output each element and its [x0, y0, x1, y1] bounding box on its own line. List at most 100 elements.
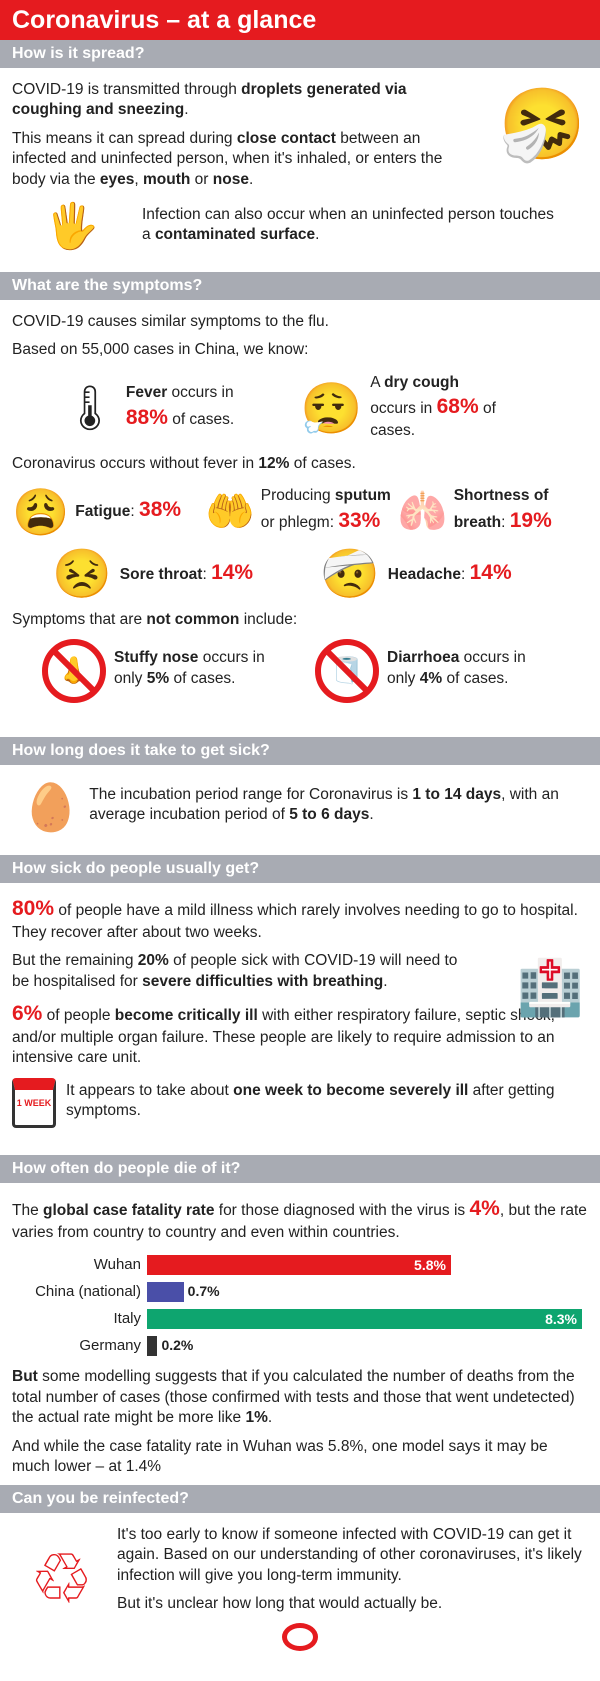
reinfect-text-2: But it's unclear how long that would act… — [117, 1594, 588, 1614]
text: : — [461, 565, 470, 583]
text: some modelling suggests that if you calc… — [12, 1368, 575, 1427]
bold-text: eyes — [99, 170, 135, 188]
text: The — [12, 1202, 44, 1219]
bold-text: close contact — [236, 129, 336, 147]
bold-text: nose — [212, 170, 249, 188]
text: , but the rate varies from country to co… — [12, 1202, 587, 1241]
bold-text: 5% — [146, 669, 170, 687]
text: It appears to take about — [66, 1081, 234, 1099]
bold-text: one week to become severely ill — [233, 1081, 469, 1099]
highlight-stat: 88% — [125, 405, 168, 429]
text: or phlegm: — [260, 513, 339, 531]
fatality-text-3: And while the case fatality rate in Wuha… — [12, 1437, 588, 1478]
sneezing-person-icon: 🤧 — [498, 85, 586, 163]
text: of cases. — [289, 454, 356, 472]
text: include: — [239, 611, 298, 629]
no-diarrhoea-icon: 🧻 — [315, 638, 379, 703]
text: between an infected and uninfected perso… — [12, 129, 443, 188]
diarrhoea-stat: Diarrhoea occurs in only 4% of cases. — [387, 648, 557, 689]
bold-text: Shortness of breath — [453, 487, 549, 531]
text: It's too early to know if someone infect… — [117, 1526, 582, 1584]
bold-text: Headache — [387, 565, 461, 583]
text: , with an average incubation period of — [89, 785, 559, 824]
nose-stat: Stuffy nose occurs in only 5% of cases. — [114, 648, 284, 689]
text: . — [369, 806, 374, 824]
section-heading-symptoms: What are the symptoms? — [0, 272, 600, 300]
fatality-bar-chart: Wuhan 5.8% China (national) 0.7% Italy 8.3% Ge… — [12, 1251, 588, 1359]
text: or — [190, 170, 213, 188]
breath-stat: Shortness of breath: 19% — [454, 486, 588, 534]
symptoms-text-3: Coronavirus occurs without fever in 12% … — [12, 454, 588, 474]
text: Based on 55,000 cases in China, we know: — [12, 341, 309, 359]
text: . — [184, 101, 189, 119]
highlight-stat: 14% — [469, 560, 512, 584]
severity-text-2: But the remaining 20% of people sick wit… — [12, 951, 462, 992]
bar: 5.8% — [147, 1254, 451, 1275]
section-heading-reinfect: Can you be reinfected? — [0, 1485, 600, 1513]
text: . — [248, 170, 254, 188]
spread-text-1: COVID-19 is transmitted through droplets… — [12, 80, 462, 121]
recycle-virus-icon: ♲ — [30, 1540, 93, 1618]
text: . — [267, 1409, 273, 1427]
bold-text: 1% — [245, 1409, 268, 1427]
cough-stat: A dry cough occurs in 68% of cases. — [370, 373, 500, 442]
highlight-stat: 68% — [436, 395, 479, 419]
text: A — [370, 373, 385, 391]
bar — [147, 1335, 158, 1356]
bar-row: Italy 8.3% — [12, 1305, 588, 1332]
headache-icon: 🤕 — [320, 547, 380, 601]
bar: 8.3% — [147, 1308, 582, 1329]
bold-text: 20% — [137, 952, 169, 970]
thermometer-icon: 🌡 — [62, 384, 118, 434]
bar-value-label: 5.8% — [414, 1256, 446, 1273]
highlight-stat: 4% — [469, 1197, 500, 1220]
text: : — [501, 513, 510, 531]
bold-text: not common — [146, 611, 240, 629]
bold-text: become critically ill — [114, 1007, 258, 1025]
bar-value-label: 0.2% — [161, 1337, 194, 1354]
sore-throat-icon: 😣 — [52, 547, 112, 601]
bar-category-label: Germany — [79, 1336, 141, 1354]
fatality-text-2: But some modelling suggests that if you … — [12, 1367, 588, 1428]
text: But the remaining — [12, 952, 138, 970]
symptoms-text-1: COVID-19 causes similar symptoms to the … — [12, 312, 588, 332]
bold-text: 4% — [419, 669, 443, 687]
section-heading-fatality: How often do people die of it? — [0, 1155, 600, 1183]
text: of people — [42, 1007, 115, 1025]
bold-text: Stuffy nose — [114, 649, 199, 667]
text: with either respiratory failure, septic … — [12, 1007, 555, 1067]
bold-text: sputum — [334, 487, 391, 505]
bold-text: Sore throat — [119, 565, 203, 583]
publisher-logo — [282, 1622, 318, 1651]
text: of cases. — [370, 400, 496, 440]
lungs-icon: 🫁 — [397, 489, 448, 534]
symptoms-text-2: Based on 55,000 cases in China, we know: — [12, 340, 588, 360]
reinfect-text-1: It's too early to know if someone infect… — [117, 1525, 588, 1586]
text: of people have a mild illness which rare… — [12, 902, 578, 941]
fatigue-icon: 😩 — [12, 485, 70, 538]
spread-text-2: This means it can spread during close co… — [12, 129, 462, 190]
text: of people sick with COVID-19 will need t… — [12, 952, 458, 990]
text: The incubation period range for Coronavi… — [89, 785, 413, 803]
bar-value-label: 8.3% — [545, 1310, 577, 1327]
section-heading-spread: How is it spread? — [0, 40, 600, 68]
bold-text: But — [12, 1368, 38, 1386]
text: . — [315, 226, 320, 244]
severity-text-1: 80% of people have a mild illness which … — [12, 895, 588, 943]
text: And while the case fatality rate in Wuha… — [12, 1437, 548, 1475]
text: of cases. — [442, 669, 509, 687]
text: . — [383, 972, 388, 990]
severity-text-3: 6% of people become critically ill with … — [12, 1000, 588, 1069]
text: , — [134, 170, 144, 188]
text: occurs in only — [387, 649, 526, 687]
bold-text: Diarrhoea — [387, 649, 460, 667]
fatigue-stat: Fatigue: 38% — [75, 496, 181, 524]
hospital-ambulance-icon: 🏥 — [516, 958, 584, 1018]
text: Producing — [260, 487, 335, 505]
text: But it's unclear how long that would act… — [117, 1595, 443, 1613]
bold-text: 5 to 6 days — [289, 806, 370, 824]
text: for those diagnosed with the virus is — [214, 1202, 470, 1219]
bar — [147, 1281, 184, 1302]
spread-text-3: Infection can also occur when an uninfec… — [142, 205, 562, 246]
text: COVID-19 causes similar symptoms to the … — [12, 313, 329, 330]
